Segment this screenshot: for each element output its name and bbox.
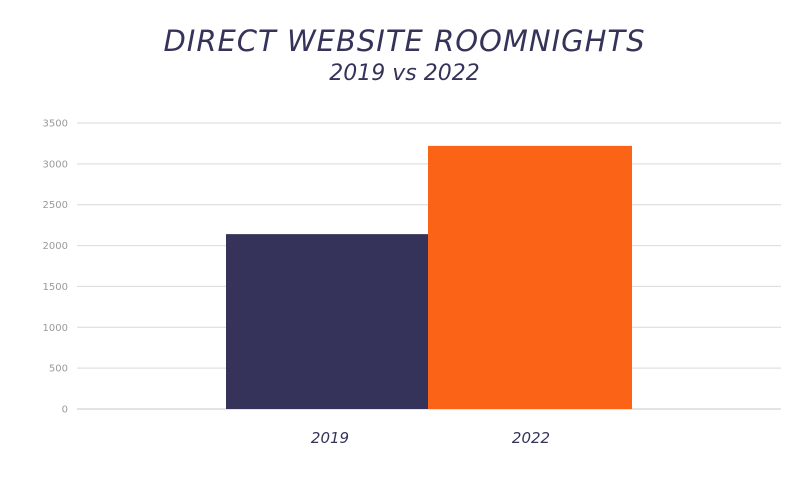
y-tick-label: 3000 (43, 159, 68, 170)
x-category-label: 2022 (512, 429, 550, 447)
y-tick-label: 1000 (43, 323, 68, 334)
y-tick-label: 500 (49, 364, 68, 375)
x-category-label: 2019 (311, 429, 349, 447)
chart-title: DIRECT WEBSITE ROOMNIGHTS (163, 24, 646, 58)
y-tick-label: 2500 (43, 200, 68, 211)
y-tick-label: 2000 (43, 241, 68, 252)
bar-2022 (428, 145, 632, 409)
bar-2019 (226, 234, 430, 409)
y-tick-label: 0 (62, 405, 68, 416)
y-tick-label: 3500 (43, 119, 68, 130)
chart-subtitle: 2019 vs 2022 (329, 61, 480, 86)
y-tick-label: 1500 (43, 282, 68, 293)
